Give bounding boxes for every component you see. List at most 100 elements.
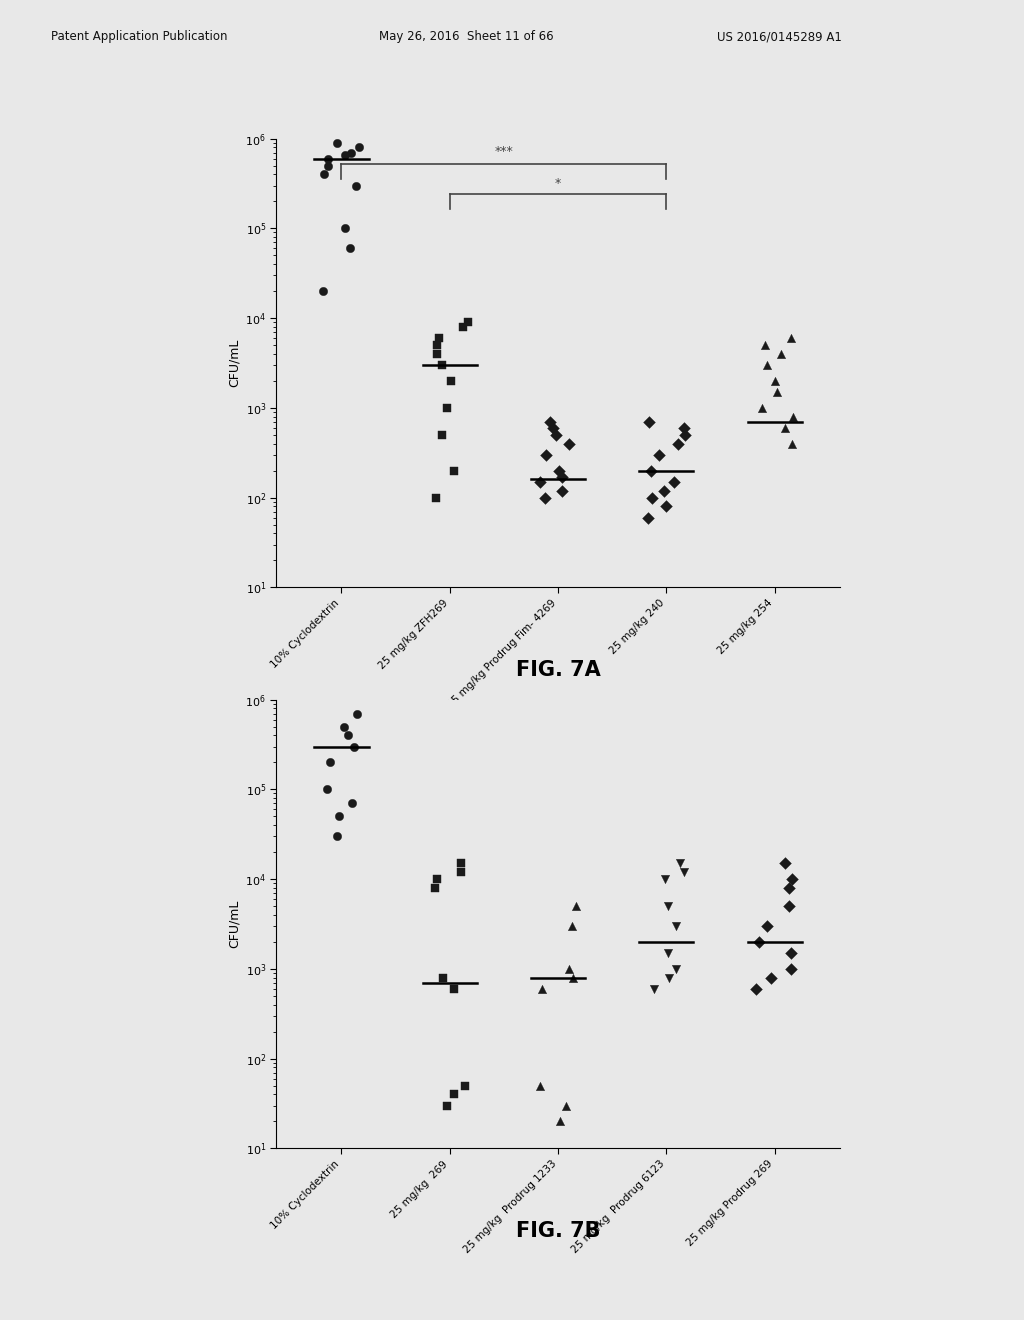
Point xyxy=(768,381,784,403)
Point xyxy=(347,176,364,197)
Point xyxy=(349,704,366,725)
Point xyxy=(342,143,358,164)
Point xyxy=(455,317,471,338)
Point xyxy=(532,471,549,492)
Point xyxy=(642,461,658,482)
Point xyxy=(429,334,445,355)
Point xyxy=(655,480,672,502)
Point xyxy=(759,355,775,376)
Point xyxy=(755,397,771,418)
Text: ***: *** xyxy=(495,145,513,158)
Point xyxy=(643,487,659,508)
Point xyxy=(668,916,684,937)
Point xyxy=(346,737,362,758)
Text: *: * xyxy=(555,177,561,190)
Point xyxy=(336,715,352,737)
Point xyxy=(554,466,570,487)
Point xyxy=(351,137,368,158)
Point xyxy=(658,496,675,517)
Point xyxy=(439,397,456,418)
Point xyxy=(428,487,444,508)
Point xyxy=(666,471,682,492)
Point xyxy=(453,862,469,883)
Point xyxy=(784,869,801,890)
Y-axis label: CFU/mL: CFU/mL xyxy=(228,900,241,948)
Point xyxy=(672,853,688,874)
Point xyxy=(782,942,799,964)
Point xyxy=(757,334,773,355)
Point xyxy=(567,895,584,916)
Point xyxy=(783,958,800,979)
Point xyxy=(314,281,331,302)
Point xyxy=(563,916,580,937)
Point xyxy=(564,968,581,989)
Point xyxy=(767,371,783,392)
Point xyxy=(773,343,790,364)
Point xyxy=(453,853,469,874)
Point xyxy=(341,238,357,259)
Point xyxy=(659,942,676,964)
Point xyxy=(560,958,577,979)
Point xyxy=(537,487,553,508)
Y-axis label: CFU/mL: CFU/mL xyxy=(228,339,241,387)
Point xyxy=(676,424,692,445)
Point xyxy=(322,752,338,774)
Point xyxy=(446,1084,463,1105)
Point xyxy=(319,148,336,169)
Point xyxy=(641,412,657,433)
Point xyxy=(777,417,794,438)
Point xyxy=(645,978,662,999)
Point xyxy=(781,878,798,899)
Point xyxy=(554,480,570,502)
Point xyxy=(539,445,555,466)
Point xyxy=(433,424,450,445)
Point xyxy=(561,433,578,454)
Point xyxy=(438,1096,455,1117)
Point xyxy=(657,869,674,890)
Point xyxy=(545,417,561,438)
Point xyxy=(640,507,656,528)
Point xyxy=(329,132,345,153)
Point xyxy=(434,355,451,376)
Point xyxy=(650,445,667,466)
Point xyxy=(445,978,462,999)
Point xyxy=(435,968,452,989)
Text: US 2016/0145289 A1: US 2016/0145289 A1 xyxy=(717,30,842,44)
Point xyxy=(331,805,347,826)
Point xyxy=(457,1074,473,1096)
Point xyxy=(329,826,345,847)
Point xyxy=(542,412,558,433)
Point xyxy=(531,1074,548,1096)
Point xyxy=(660,895,677,916)
Point xyxy=(316,164,333,185)
Point xyxy=(339,725,355,746)
Point xyxy=(429,343,445,364)
Text: May 26, 2016  Sheet 11 of 66: May 26, 2016 Sheet 11 of 66 xyxy=(379,30,554,44)
Text: FIG. 7B: FIG. 7B xyxy=(516,1221,600,1241)
Point xyxy=(784,407,801,428)
Point xyxy=(676,417,692,438)
Point xyxy=(428,869,444,890)
Point xyxy=(551,461,567,482)
Point xyxy=(430,327,446,348)
Point xyxy=(668,958,684,979)
Point xyxy=(558,1096,574,1117)
Point xyxy=(783,433,800,454)
Point xyxy=(337,145,353,166)
Point xyxy=(318,779,335,800)
Point xyxy=(552,1111,568,1133)
Point xyxy=(548,424,564,445)
Point xyxy=(776,853,793,874)
Point xyxy=(749,978,765,999)
Point xyxy=(752,932,768,953)
Point xyxy=(662,968,678,989)
Point xyxy=(759,916,775,937)
Text: FIG. 7A: FIG. 7A xyxy=(516,660,600,680)
Point xyxy=(763,968,779,989)
Point xyxy=(337,218,353,239)
Point xyxy=(671,433,687,454)
Point xyxy=(534,978,550,999)
Point xyxy=(460,312,476,333)
Point xyxy=(780,895,797,916)
Point xyxy=(782,327,799,348)
